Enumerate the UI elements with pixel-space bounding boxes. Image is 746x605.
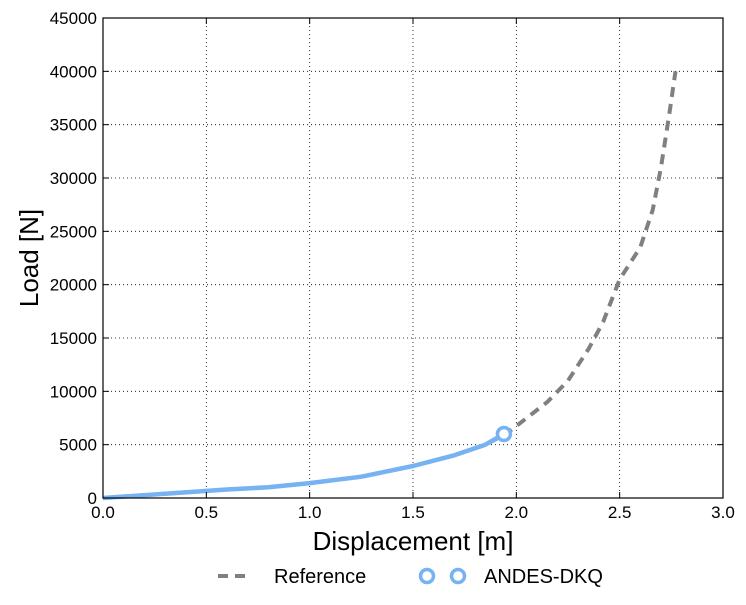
- legend-reference-label: Reference: [274, 566, 366, 588]
- x-tick-label: 0.5: [195, 503, 219, 522]
- andes-dkq-marker: [495, 425, 513, 443]
- x-axis-label: Displacement [m]: [313, 526, 514, 556]
- y-tick-label: 15000: [50, 329, 97, 348]
- axis-ticks: 0.0 0.5 1.0 1.5 2.0 2.5 3.0 0 5000 10000 15000 2000…: [50, 9, 735, 522]
- x-tick-label: 3.0: [711, 503, 735, 522]
- x-tick-label: 0.0: [91, 503, 115, 522]
- series-line-andes-dkq: [102, 432, 506, 501]
- x-tick-label: 1.0: [298, 503, 322, 522]
- y-tick-label: 20000: [50, 276, 97, 295]
- y-tick-label: 30000: [50, 169, 97, 188]
- legend-andes-label: ANDES-DKQ: [484, 566, 603, 588]
- y-axis-label: Load [N]: [14, 209, 44, 307]
- grid-lines: [103, 18, 723, 498]
- y-tick-label: 40000: [50, 62, 97, 81]
- x-tick-label: 2.0: [505, 503, 529, 522]
- y-tick-label: 45000: [50, 9, 97, 28]
- y-tick-label: 10000: [50, 382, 97, 401]
- series-layer: [102, 71, 678, 501]
- series-line-reference: [102, 71, 678, 500]
- y-tick-label: 0: [88, 489, 97, 508]
- y-tick-label: 5000: [59, 436, 97, 455]
- x-tick-label: 1.5: [401, 503, 425, 522]
- x-tick-label: 2.5: [608, 503, 632, 522]
- legend-andes-marker: [449, 567, 467, 585]
- legend-andes-marker: [418, 567, 436, 585]
- y-tick-label: 25000: [50, 222, 97, 241]
- legend: Reference ANDES-DKQ: [218, 566, 603, 588]
- y-tick-label: 35000: [50, 116, 97, 135]
